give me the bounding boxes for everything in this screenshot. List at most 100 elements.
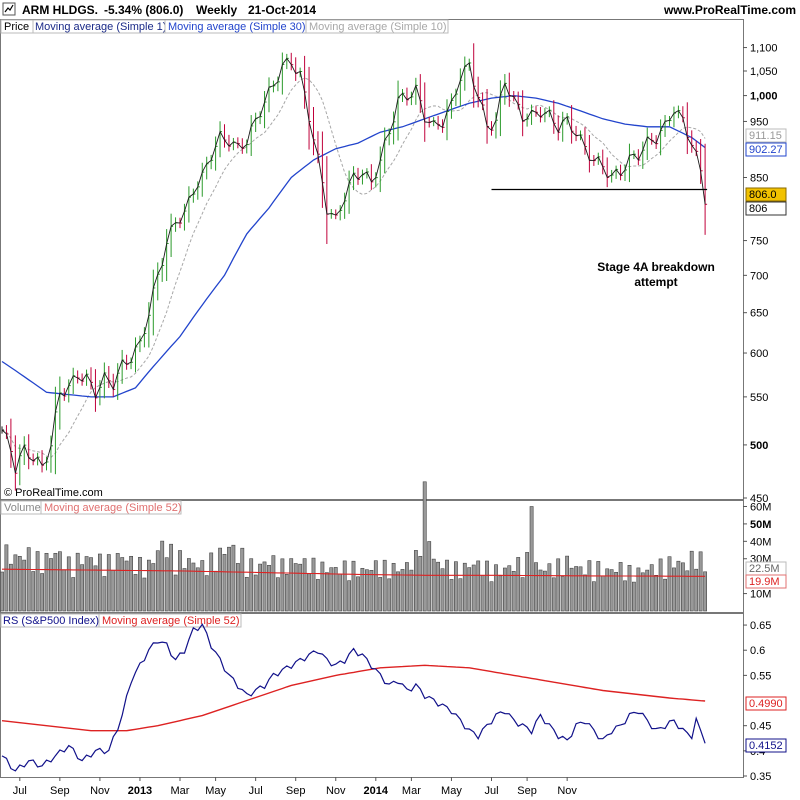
volume-bar <box>516 557 521 612</box>
volume-bar <box>471 564 476 612</box>
volume-bar <box>258 563 263 612</box>
volume-bar <box>155 550 160 612</box>
volume-bar <box>320 561 325 612</box>
volume-bar <box>427 541 432 612</box>
legend-box-rs-ma <box>98 613 242 628</box>
x-tick-label: Sep <box>517 785 537 797</box>
ma30-line <box>1 94 706 398</box>
rs-tick-label: 0.55 <box>750 670 771 682</box>
volume-bar <box>391 562 396 612</box>
volume-bar <box>525 552 530 612</box>
volume-bar <box>569 567 574 612</box>
legend-price: Price <box>4 21 29 33</box>
volume-bar <box>645 569 650 612</box>
price-tick-label: 850 <box>750 172 768 184</box>
x-tick-label: Nov <box>557 785 577 797</box>
volume-bar <box>289 558 294 612</box>
volume-bar <box>409 569 414 612</box>
volume-bar <box>631 581 636 612</box>
volume-bar <box>267 564 271 612</box>
volume-bar <box>164 557 169 612</box>
volume-bar <box>151 563 156 612</box>
volume-bar <box>667 556 672 612</box>
volume-bar <box>75 552 80 612</box>
site-url: www.ProRealTime.com <box>663 3 796 17</box>
volume-bar <box>106 554 111 612</box>
price-tick-label: 500 <box>750 440 768 452</box>
copyright: © ProRealTime.com <box>4 487 103 499</box>
volume-bar <box>360 567 365 612</box>
volume-bar <box>560 576 565 612</box>
volume-bar <box>364 569 369 612</box>
volume-bar <box>298 563 303 612</box>
ma10-badge: 911.15 <box>749 130 782 142</box>
volume-bar <box>17 555 22 612</box>
rs-tick-label: 0.6 <box>750 645 765 657</box>
volume-bar <box>436 561 441 612</box>
volume-bar <box>44 552 49 612</box>
volume-bar <box>53 552 58 612</box>
volume-bar <box>49 558 53 612</box>
price-tick-label: 1,100 <box>750 43 778 55</box>
x-tick-label: Jul <box>249 785 263 797</box>
volume-bar <box>547 563 552 612</box>
volume-bar <box>253 574 258 612</box>
price-tick-label: 1,000 <box>750 91 778 103</box>
volume-bar <box>187 558 191 612</box>
volume-bar <box>231 544 236 612</box>
volume-bar <box>565 555 570 612</box>
volume-bar <box>244 576 249 612</box>
volume-bar <box>587 560 592 612</box>
x-tick-label: 2013 <box>128 785 152 797</box>
volume-bar <box>663 578 668 612</box>
volume-bar <box>596 561 601 612</box>
volume-bar <box>240 547 245 612</box>
volume-bar <box>534 562 538 612</box>
volume-bar <box>529 506 534 612</box>
rs-badge: 0.4152 <box>749 740 783 752</box>
volume-bar <box>351 560 356 612</box>
volume-bar <box>703 571 708 612</box>
volume-bar <box>293 563 298 612</box>
volume-panel-frame <box>0 500 744 613</box>
volume-bar <box>640 572 645 612</box>
volume-bar <box>685 570 690 612</box>
annotation-line-2: attempt <box>634 275 677 289</box>
price-tick-label: 550 <box>750 392 768 404</box>
legend-rs-ma: Moving average (Simple 52) <box>102 615 240 627</box>
volume-bar <box>262 561 267 612</box>
legend-ma10: Moving average (Simple 10) <box>309 21 447 33</box>
x-tick-label: Sep <box>286 785 306 797</box>
volume-bar <box>133 574 138 612</box>
period: Weekly <box>196 3 237 17</box>
x-tick-label: Nov <box>326 785 346 797</box>
price-change: -5.34% (806.0) <box>104 3 183 17</box>
volume-bar <box>387 578 392 612</box>
chart-annotation: Stage 4A breakdown attempt <box>597 260 715 289</box>
ma1-badge-box <box>745 201 787 216</box>
close-badge-box <box>745 187 787 202</box>
price-tick-label: 750 <box>750 236 768 248</box>
legend-volume: Volume <box>4 502 41 514</box>
volume-bar <box>356 576 360 612</box>
volume-bar <box>676 560 681 612</box>
volume-bar <box>62 569 67 612</box>
x-tick-label: Sep <box>50 785 70 797</box>
price-tick-label: 700 <box>750 270 768 282</box>
volume-bar <box>418 555 423 612</box>
volume-bar <box>80 564 85 612</box>
volume-bar <box>40 573 45 612</box>
price-series <box>1 43 708 491</box>
volume-bar <box>404 562 409 612</box>
volume-bar <box>307 573 311 612</box>
volume-bar <box>280 558 285 612</box>
volume-bar <box>574 566 579 612</box>
panel-frames <box>0 19 744 778</box>
volume-bar <box>315 579 320 612</box>
volume-bar <box>467 567 472 612</box>
chart-header: ARM HLDGS. -5.34% (806.0) Weekly 21-Oct-… <box>2 2 796 17</box>
volume-bar <box>511 570 516 612</box>
volume-tick-label: 60M <box>750 501 771 513</box>
volume-bar <box>66 556 71 612</box>
volume-bar <box>583 574 587 612</box>
